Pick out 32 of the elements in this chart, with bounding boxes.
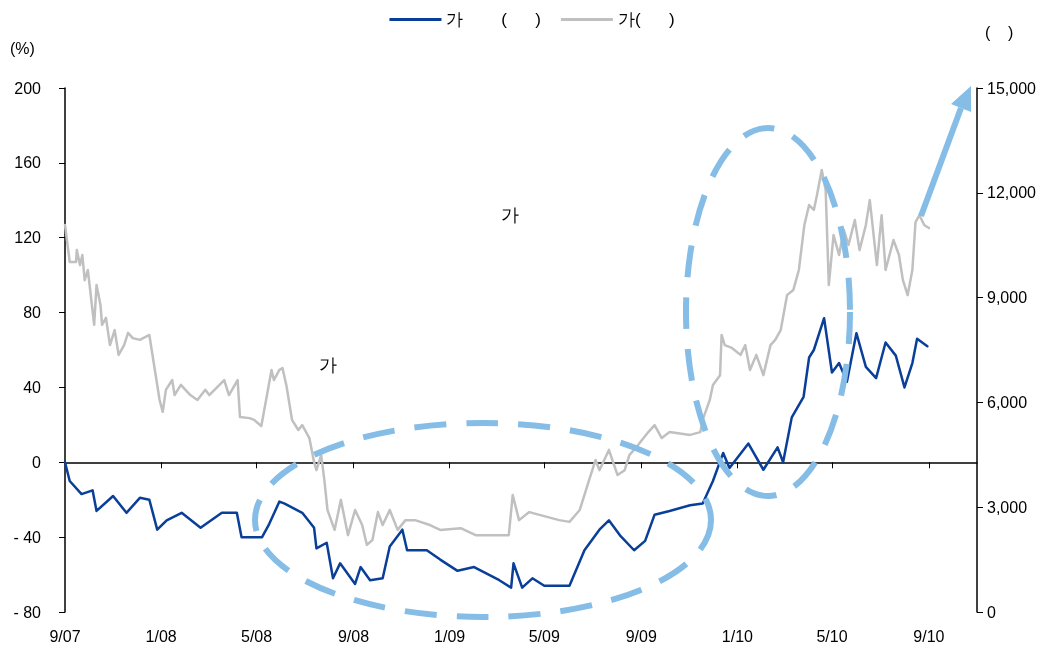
- x-tick-label: 9/10: [913, 627, 945, 645]
- legend-label: 가 ( ): [446, 10, 541, 29]
- y-tick-label: 40: [23, 378, 42, 396]
- y2-tick-label: 9,000: [987, 289, 1028, 307]
- annotation: 가: [319, 355, 337, 375]
- x-tick-label: 9/08: [337, 627, 370, 645]
- x-tick-label: 5/09: [528, 627, 560, 645]
- x-tick-label: 9/07: [49, 627, 81, 645]
- y2-tick-label: 15,000: [987, 79, 1037, 97]
- y2-tick-label: 0: [987, 603, 996, 621]
- y-tick-label: - 80: [13, 603, 42, 621]
- x-tick-label: 1/09: [434, 627, 466, 645]
- y-tick-label: 120: [14, 229, 42, 247]
- y-tick-label: 0: [32, 453, 42, 471]
- x-tick-label: 1/08: [145, 627, 177, 645]
- y-tick-label: - 40: [13, 528, 42, 546]
- y2-tick-label: 3,000: [987, 498, 1028, 516]
- y-tick-label: 80: [23, 304, 42, 322]
- x-tick-label: 5/10: [816, 627, 848, 645]
- y2-tick-label: 6,000: [987, 393, 1028, 411]
- y2-tick-label: 12,000: [987, 184, 1037, 202]
- legend-label: 가( ): [617, 10, 675, 29]
- x-tick-label: 1/10: [721, 627, 754, 645]
- y-axis-title: (%): [10, 39, 35, 57]
- x-tick-label: 5/08: [240, 627, 273, 645]
- annotation: 가: [501, 205, 519, 225]
- y2-axis-title: ( ): [985, 23, 1014, 41]
- y-tick-label: 160: [14, 154, 42, 172]
- x-tick-label: 9/09: [625, 627, 657, 645]
- line-series: [63, 316, 929, 589]
- y-tick-label: 200: [14, 79, 42, 97]
- line-series: [63, 168, 931, 547]
